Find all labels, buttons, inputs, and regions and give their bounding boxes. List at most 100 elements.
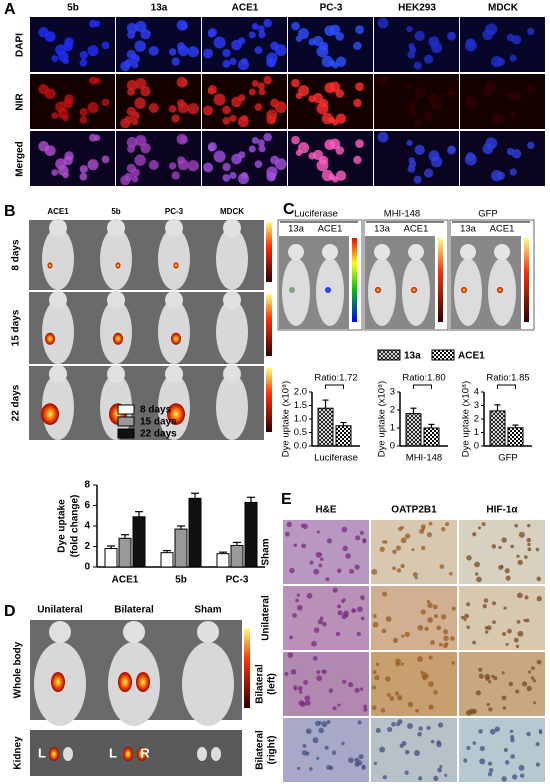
signal <box>173 262 179 269</box>
cell <box>87 102 99 114</box>
mouse-head <box>223 365 241 383</box>
nucleus <box>489 728 496 735</box>
micrograph <box>371 652 457 716</box>
nucleus <box>501 695 507 701</box>
cell <box>79 115 88 124</box>
cell <box>120 61 131 72</box>
signal <box>113 332 123 345</box>
nucleus <box>285 531 290 537</box>
cell <box>120 118 131 129</box>
mouse-head <box>49 219 67 237</box>
micrograph <box>459 718 545 782</box>
cell <box>101 98 110 107</box>
cell <box>291 21 300 31</box>
cell <box>527 141 535 150</box>
cell <box>231 39 242 51</box>
cell <box>176 19 188 31</box>
nucleus <box>426 600 431 604</box>
nucleus <box>439 564 445 569</box>
y-tick-label: 2 <box>84 541 90 552</box>
ratio-annotation: Ratio:1.72 <box>314 373 357 384</box>
mouse-head <box>223 219 241 237</box>
cell <box>408 43 415 50</box>
nucleus <box>300 701 306 707</box>
nucleus <box>494 726 500 732</box>
row-label: Whole body <box>13 641 24 698</box>
y-tick-label: 2 <box>474 414 479 425</box>
nucleus <box>318 727 324 734</box>
row-label: Unilateral <box>261 595 272 641</box>
nucleus <box>532 679 536 683</box>
ratio-bracket <box>413 384 432 389</box>
nucleus <box>358 754 364 760</box>
nucleus <box>521 681 528 687</box>
cell <box>120 175 131 186</box>
nucleus <box>397 694 403 701</box>
sublabel: 13a <box>374 224 391 235</box>
mouse-head <box>123 621 145 643</box>
cell <box>424 54 434 64</box>
signal <box>115 262 121 269</box>
nucleus <box>371 685 377 690</box>
cell <box>240 171 248 179</box>
nucleus <box>404 770 409 775</box>
cell <box>408 157 415 164</box>
nucleus <box>360 616 365 621</box>
nucleus <box>488 707 493 712</box>
nucleus <box>314 720 321 727</box>
column-header: ACE1 <box>47 207 69 216</box>
cell <box>335 170 347 181</box>
nucleus <box>518 764 525 771</box>
kidney <box>123 747 133 761</box>
cell <box>413 61 422 70</box>
column-header: PC-3 <box>320 3 343 14</box>
nucleus <box>500 565 504 569</box>
nucleus <box>407 701 414 708</box>
nucleus <box>362 539 367 544</box>
nucleus <box>361 765 366 770</box>
cell <box>229 114 237 123</box>
nucleus <box>535 762 540 767</box>
cell <box>240 114 248 122</box>
nucleus <box>510 544 514 549</box>
nucleus <box>420 609 426 615</box>
cell <box>44 145 56 157</box>
nucleus <box>523 618 527 622</box>
nucleus <box>396 568 402 573</box>
cell <box>447 145 456 155</box>
cell <box>377 17 389 29</box>
cell <box>248 31 256 39</box>
nucleus <box>375 727 381 734</box>
cell <box>321 112 334 125</box>
nucleus <box>371 568 378 575</box>
nucleus <box>287 652 294 658</box>
nucleus <box>418 726 423 731</box>
cell <box>511 149 522 159</box>
nucleus <box>337 604 342 609</box>
cell <box>407 108 416 116</box>
nucleus <box>289 567 295 574</box>
nucleus <box>428 681 434 688</box>
mouse <box>368 258 396 326</box>
nucleus <box>501 537 507 543</box>
nucleus <box>297 685 303 691</box>
nucleus <box>372 670 377 674</box>
mouse-head <box>494 244 510 260</box>
cell <box>168 105 177 113</box>
signal <box>289 287 295 293</box>
nucleus <box>384 540 388 544</box>
legend-label: 15 days <box>140 417 177 428</box>
nucleus <box>300 523 305 528</box>
cell <box>263 132 272 142</box>
column-header: MDCK <box>220 207 244 216</box>
cell <box>171 114 180 123</box>
nucleus <box>469 708 475 715</box>
nucleus <box>296 593 300 597</box>
cell <box>222 162 231 172</box>
nucleus <box>332 587 338 593</box>
cell <box>251 79 259 87</box>
nucleus <box>417 625 424 631</box>
cell <box>63 155 73 166</box>
x-tick-label: ACE1 <box>112 575 139 586</box>
cell <box>63 41 73 52</box>
